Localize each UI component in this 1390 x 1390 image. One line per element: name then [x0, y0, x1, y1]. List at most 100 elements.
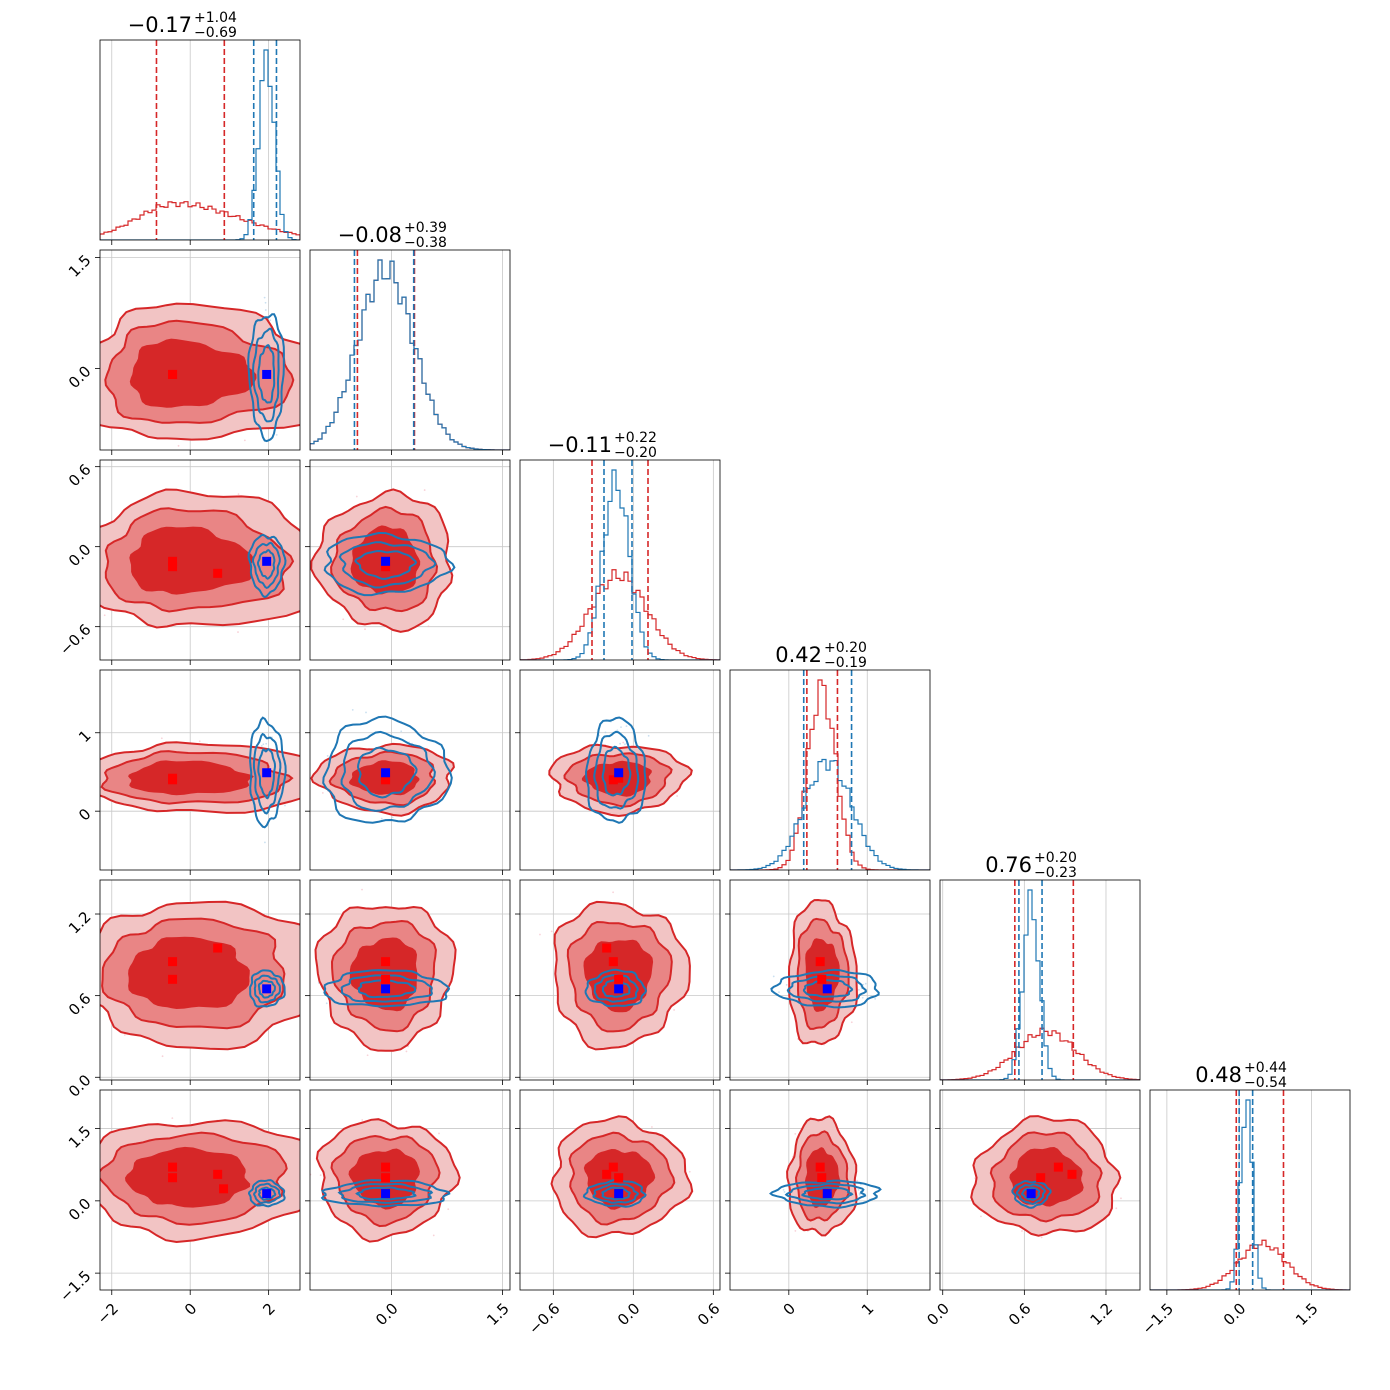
red-sample-point — [539, 933, 541, 936]
red-marker — [381, 562, 391, 572]
x-tick-label: −0.6 — [525, 1300, 563, 1338]
red-marker — [168, 974, 178, 984]
axes-frame — [729, 879, 931, 1081]
red-sample-point — [366, 1054, 369, 1057]
blue-sample-point — [351, 708, 354, 711]
red-sample-point — [364, 628, 366, 631]
red-sample-point — [980, 1215, 982, 1218]
histogram-panel-3 — [729, 669, 931, 875]
blue-histogram — [1150, 1099, 1350, 1290]
red-sample-point — [432, 1234, 435, 1237]
x-tick-label: 2 — [259, 1300, 278, 1319]
panel-content — [970, 1115, 1122, 1239]
blue-marker — [262, 984, 272, 994]
blue-contour-2 — [257, 548, 276, 580]
param-title-value: −0.11 — [548, 433, 612, 457]
axes-frame — [309, 669, 511, 871]
blue-sample-point — [785, 983, 788, 986]
red-marker — [168, 556, 178, 566]
red-marker — [1036, 1173, 1046, 1183]
y-tick-label: 1.2 — [65, 908, 95, 938]
blue-sample-point — [862, 983, 865, 986]
red-sample-point — [319, 1174, 322, 1177]
blue-sample-point — [380, 817, 383, 820]
param-title-minus: −0.19 — [824, 655, 867, 671]
blue-contour-0 — [323, 969, 451, 1008]
blue-contour-2 — [1021, 1186, 1041, 1202]
y-tick-label: 1.5 — [65, 251, 95, 281]
red-sample-point — [676, 795, 679, 797]
red-sample-point — [612, 891, 614, 894]
blue-marker — [262, 556, 272, 566]
panel-content — [100, 900, 300, 1058]
panel-content — [310, 250, 510, 450]
panel-content — [89, 716, 300, 844]
panel-content — [520, 460, 720, 660]
axes-frame — [99, 39, 301, 241]
blue-contour-2 — [355, 1186, 417, 1201]
red-sample-point — [161, 1055, 164, 1058]
blue-sample-point — [275, 433, 278, 436]
y-tick-label: 0.0 — [65, 1195, 95, 1225]
param-title-value: 0.42 — [775, 643, 822, 667]
blue-sample-point — [604, 731, 607, 734]
blue-marker — [822, 984, 832, 994]
blue-contour-0 — [323, 531, 456, 597]
blue-contour-0 — [249, 716, 287, 829]
blue-marker — [262, 369, 272, 379]
x-tick-label: 0.0 — [1220, 1300, 1250, 1330]
blue-marker — [614, 984, 624, 994]
red-sample-point — [160, 737, 163, 740]
blue-sample-point — [422, 731, 425, 734]
axes-frame — [99, 1089, 301, 1291]
x-tick-label: 1.5 — [1292, 1300, 1322, 1330]
blue-contour-1 — [592, 1182, 640, 1204]
histogram-panel-2 — [519, 459, 721, 665]
panel-content — [314, 888, 457, 1057]
blue-sample-point — [778, 991, 780, 994]
red-sample-point — [76, 1173, 78, 1175]
panel-content — [1150, 1090, 1350, 1290]
scatter-panel-5-2 — [515, 1089, 721, 1295]
red-histogram — [520, 569, 720, 660]
axes-frame — [309, 1089, 511, 1291]
axes-frame — [309, 879, 511, 1081]
red-contour-inner — [128, 936, 250, 1009]
red-marker — [614, 1173, 624, 1183]
scatter-panel-3-0 — [89, 669, 301, 875]
panel-content — [550, 1115, 694, 1239]
x-tick-label: 1 — [858, 1300, 877, 1319]
scatter-panel-5-1 — [305, 1089, 511, 1295]
blue-sample-point — [260, 745, 263, 747]
panel-content — [100, 488, 300, 633]
scatter-panel-2-1 — [305, 459, 511, 665]
panel-content — [548, 716, 693, 824]
red-sample-point — [361, 1119, 364, 1121]
blue-contour-0 — [247, 313, 285, 443]
x-tick-label: 0.6 — [1005, 1300, 1035, 1330]
param-title-plus: +0.22 — [614, 430, 657, 446]
blue-sample-point — [647, 734, 650, 737]
blue-contour-1 — [1015, 1183, 1046, 1206]
red-sample-point — [89, 768, 91, 770]
red-marker — [614, 773, 624, 783]
axes-frame — [729, 1089, 931, 1291]
blue-contour-0 — [770, 968, 880, 1009]
axes-frame — [519, 879, 721, 1081]
panel-content — [770, 898, 880, 1046]
blue-histogram — [520, 469, 720, 660]
axes-frame — [519, 459, 721, 661]
param-title-minus: −0.20 — [614, 445, 657, 461]
red-sample-point — [673, 1009, 675, 1011]
panel-content — [100, 296, 300, 447]
scatter-panel-5-4 — [935, 1089, 1141, 1295]
scatter-panel-4-2 — [515, 879, 721, 1085]
param-title-minus: −0.69 — [194, 25, 237, 41]
blue-contour-0 — [247, 1179, 286, 1208]
red-contour-inner — [128, 760, 254, 796]
y-tick-label: 0.0 — [65, 362, 95, 392]
scatter-panel-5-3 — [725, 1089, 931, 1295]
blue-histogram — [730, 758, 930, 870]
blue-contour-2 — [257, 1186, 277, 1201]
red-histogram — [1150, 1239, 1350, 1290]
